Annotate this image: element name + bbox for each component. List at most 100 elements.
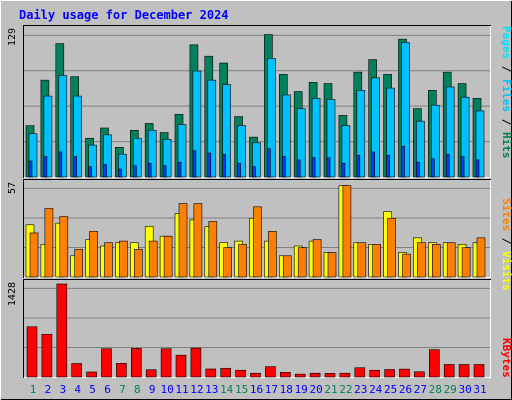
bar-files — [267, 58, 276, 178]
bar-kbytes — [265, 366, 276, 378]
bar-sites — [163, 235, 173, 278]
bar-kbytes — [205, 368, 217, 378]
bar-sites — [387, 217, 396, 278]
bar-pages — [103, 164, 107, 178]
bar-sites — [104, 242, 113, 278]
bar-kbytes — [86, 371, 97, 378]
bar-sites — [417, 242, 426, 278]
bar-files — [386, 87, 395, 178]
bar-files — [162, 139, 172, 178]
bar-sites — [312, 239, 322, 278]
bar-pages — [267, 148, 271, 178]
day-label: 13 — [205, 383, 218, 396]
bar-files — [73, 95, 82, 178]
bar-pages — [281, 156, 286, 178]
series-sites — [29, 185, 486, 278]
bar-files — [192, 70, 202, 178]
day-label: 19 — [295, 383, 308, 396]
bar-files — [28, 133, 38, 178]
day-label: 6 — [104, 383, 111, 396]
legend-part: Files — [500, 79, 512, 112]
bar-files — [371, 77, 381, 178]
bar-sites — [89, 231, 98, 278]
series-pages — [28, 145, 480, 178]
panel-kbytes: 1428 — [7, 279, 491, 378]
bar-sites — [223, 247, 232, 278]
bar-sites — [431, 244, 441, 278]
legend-label-middle: Sites / Visits — [500, 198, 512, 291]
bar-pages — [118, 168, 122, 178]
bar-sites — [282, 255, 292, 278]
bar-sites — [178, 203, 188, 278]
legend-part: Visits — [500, 251, 512, 291]
bar-sites — [253, 206, 262, 278]
day-label: 30 — [458, 383, 471, 396]
bar-files — [356, 90, 366, 178]
bar-files — [430, 104, 440, 178]
bar-pages — [445, 153, 450, 178]
bar-kbytes — [339, 372, 351, 378]
bar-sites — [446, 242, 456, 278]
bar-kbytes — [473, 364, 485, 378]
bar-kbytes — [131, 348, 142, 378]
bar-pages — [237, 163, 241, 178]
bar-pages — [207, 152, 212, 178]
right-labels: Pages / Files / Hits Sites / Visits KBytes — [500, 26, 512, 378]
bar-pages — [475, 159, 480, 178]
bar-kbytes — [220, 367, 231, 378]
bar-sites — [372, 244, 382, 278]
bar-files — [416, 120, 425, 178]
bar-sites — [238, 244, 247, 278]
bar-files — [43, 95, 53, 178]
bar-pages — [296, 159, 301, 178]
bar-pages — [192, 150, 197, 178]
panel-hits-files-pages: 129 — [7, 25, 491, 178]
bar-kbytes — [56, 283, 68, 378]
day-label: 16 — [250, 383, 263, 396]
bar-pages — [28, 160, 33, 178]
bar-sites — [74, 248, 83, 278]
bar-kbytes — [116, 363, 127, 378]
chart-title: Daily usage for December 2024 — [19, 8, 229, 22]
day-label: 24 — [369, 383, 383, 396]
bar-sites — [461, 247, 471, 278]
panel-visits-sites: 57 — [7, 179, 491, 278]
legend-part: Pages — [500, 26, 512, 59]
day-label: 7 — [119, 383, 126, 396]
day-label: 26 — [399, 383, 412, 396]
bar-files — [341, 125, 351, 178]
bar-files — [58, 75, 68, 178]
bar-files — [118, 153, 127, 178]
bar-pages — [401, 145, 405, 178]
day-label: 1 — [30, 383, 37, 396]
bar-pages — [252, 166, 256, 178]
panel-max-label: 57 — [7, 182, 18, 194]
bar-sites — [29, 232, 39, 278]
bar-sites — [297, 247, 307, 278]
bar-kbytes — [41, 333, 53, 378]
bar-files — [252, 142, 261, 178]
day-label: 29 — [444, 383, 457, 396]
day-label: 3 — [59, 383, 66, 396]
bar-files — [326, 99, 336, 178]
day-label: 18 — [280, 383, 293, 396]
day-label: 4 — [74, 383, 81, 396]
bar-sites — [268, 231, 277, 278]
day-label: 21 — [324, 383, 337, 396]
day-label: 25 — [384, 383, 397, 396]
bar-kbytes — [294, 373, 306, 378]
bar-kbytes — [354, 367, 366, 378]
bar-files — [460, 96, 470, 178]
bar-files — [401, 42, 410, 178]
series-kbytes — [26, 283, 485, 378]
bar-pages — [460, 156, 465, 178]
day-label: 22 — [339, 383, 352, 396]
bar-sites — [208, 221, 218, 278]
bar-sites — [327, 252, 337, 278]
bar-kbytes — [235, 369, 246, 378]
day-label: 17 — [265, 383, 278, 396]
bar-pages — [222, 153, 226, 178]
bar-pages — [133, 165, 137, 178]
bar-kbytes — [309, 372, 321, 378]
